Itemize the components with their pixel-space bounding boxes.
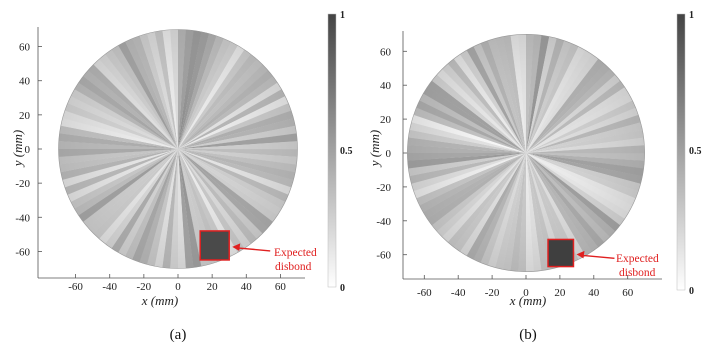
- y-tick-label: -60: [15, 246, 30, 258]
- y-tick-label: 60: [19, 42, 31, 54]
- y-tick-label: 60: [380, 46, 392, 58]
- disbond-region-b: [548, 239, 574, 267]
- y-tick-label: 20: [380, 114, 392, 126]
- x-tick-label: 0: [523, 287, 529, 299]
- y-tick-label: -40: [376, 216, 391, 228]
- panel-a: Expected disbond -60 -40 -20 0 20 40 60 60 40 20 0…: [0, 0, 357, 347]
- colorbar-tick-05-a: 0.5: [340, 146, 353, 157]
- disbond-box-a: [199, 230, 230, 261]
- x-tick-label: 40: [241, 281, 253, 293]
- colorbar-tick-0-b: 0: [689, 286, 694, 297]
- annotation-arrow-a: [237, 247, 271, 252]
- disk-outline-a: [58, 29, 298, 269]
- annotation-line1-b: Expected: [616, 253, 659, 265]
- annotation-line2-b: disbond: [619, 267, 656, 279]
- y-tick-label: -60: [376, 250, 391, 262]
- x-tick-label: 20: [554, 287, 566, 299]
- colorbar-tick-1-b: 1: [689, 10, 694, 21]
- x-tick-label: -60: [68, 281, 83, 293]
- annotation-arrow-b: [581, 254, 615, 260]
- y-tick-label: -20: [15, 178, 30, 190]
- annotation-arrowhead-b: [576, 250, 585, 259]
- x-tick-label: 60: [622, 287, 634, 299]
- disbond-box-b: [547, 238, 575, 268]
- colorbar-tick-1-a: 1: [340, 10, 345, 21]
- x-tick-label: -60: [417, 287, 432, 299]
- annotation-arrowhead-a: [232, 243, 241, 251]
- y-tick-label: 0: [386, 148, 392, 160]
- x-axis-label-a: x (mm): [141, 293, 178, 308]
- x-axis-label-b: x (mm): [509, 293, 546, 308]
- axes-b: -60 -40 -20 0 20 40 60 60 40 20 0 -20 -40 -60: [376, 31, 662, 299]
- annotation-line2-a: disbond: [275, 261, 312, 273]
- caption-a: (a): [170, 327, 187, 343]
- y-tick-label: 40: [380, 80, 392, 92]
- y-tick-label: 40: [19, 76, 31, 88]
- x-tick-label: -20: [485, 287, 500, 299]
- disbond-region-a: [200, 230, 230, 260]
- y-tick-label: -20: [376, 182, 391, 194]
- colorbar-a: [327, 13, 337, 288]
- y-tick-label: -40: [15, 212, 30, 224]
- disk-shading-b: [407, 34, 645, 272]
- caption-b: (b): [519, 327, 537, 343]
- axes-a: -60 -40 -20 0 20 40 60 60 40 20 0 -20 -40 -60: [15, 27, 305, 293]
- disk-outline-b: [407, 34, 645, 272]
- x-tick-label: 40: [588, 287, 600, 299]
- x-tick-label: -40: [451, 287, 466, 299]
- disk-shading-a: [58, 29, 298, 269]
- colorbar-tick-0-a: 0: [340, 283, 345, 294]
- panel-b: Expected disbond -60 -40 -20 0 20 40 60 60 40 20 0…: [357, 0, 714, 347]
- x-tick-label: -40: [102, 281, 117, 293]
- annotation-line1-a: Expected: [274, 247, 317, 259]
- y-axis-label-b: y (mm): [367, 130, 382, 168]
- x-tick-label: 20: [207, 281, 219, 293]
- x-tick-label: 60: [275, 281, 287, 293]
- y-tick-label: 0: [25, 144, 31, 156]
- heatmap-plot-b: Expected disbond -60 -40 -20 0 20 40 60 60 40 20 0…: [367, 10, 702, 343]
- colorbar-tick-05-b: 0.5: [689, 146, 702, 157]
- x-tick-label: 0: [175, 281, 181, 293]
- x-tick-label: -20: [137, 281, 152, 293]
- y-axis-label-a: y (mm): [10, 130, 25, 168]
- heatmap-plot-a: Expected disbond -60 -40 -20 0 20 40 60 60 40 20 0…: [10, 10, 353, 343]
- colorbar-b: [676, 13, 686, 291]
- y-tick-label: 20: [19, 110, 31, 122]
